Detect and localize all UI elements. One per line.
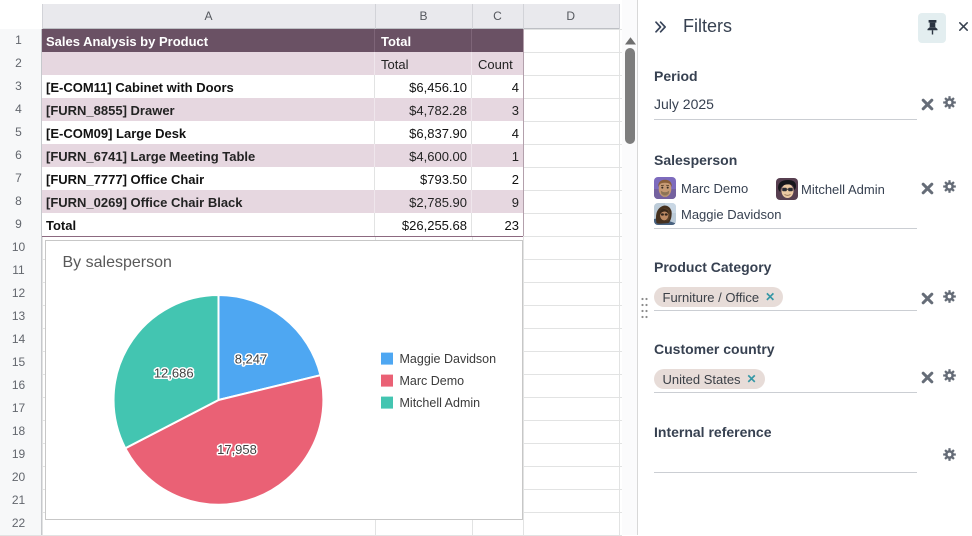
svg-text:Marc Demo: Marc Demo — [399, 374, 464, 388]
svg-text:8,247: 8,247 — [234, 351, 267, 366]
svg-text:Maggie Davidson: Maggie Davidson — [399, 352, 496, 366]
svg-text:Mitchell Admin: Mitchell Admin — [399, 396, 480, 410]
svg-text:12,686: 12,686 — [153, 365, 193, 380]
svg-text:17,958: 17,958 — [217, 442, 257, 457]
